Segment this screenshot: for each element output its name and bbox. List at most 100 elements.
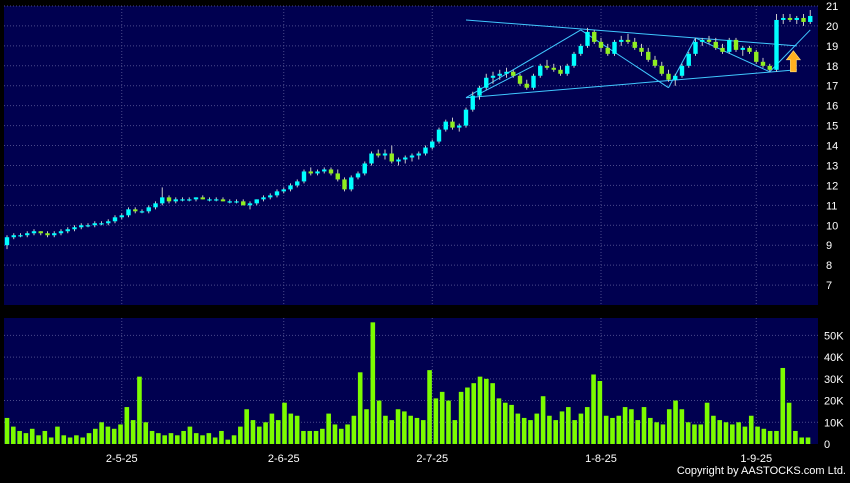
- candle-up: [457, 125, 462, 128]
- volume-bar: [484, 378, 489, 444]
- volume-bar: [717, 420, 723, 444]
- candle-down: [639, 47, 644, 52]
- volume-bar: [780, 367, 786, 444]
- volume-bar: [55, 426, 60, 444]
- price-tick-label: 14: [826, 141, 838, 153]
- volume-bar: [496, 398, 502, 444]
- candle-down: [335, 173, 340, 180]
- candle-up: [490, 75, 496, 78]
- volume-bar: [206, 433, 212, 444]
- price-tick-label: 9: [826, 240, 832, 252]
- volume-bar: [641, 407, 647, 444]
- volume-bar: [282, 402, 287, 444]
- volume-bar: [648, 417, 653, 444]
- volume-bar: [36, 435, 41, 444]
- volume-bar: [597, 381, 603, 444]
- candle-up: [153, 203, 158, 208]
- volume-bar: [584, 407, 590, 444]
- volume-bar: [11, 426, 16, 444]
- candle-up: [497, 73, 502, 76]
- candle-down: [646, 51, 651, 60]
- price-tick-label: 12: [826, 180, 838, 192]
- volume-bar: [723, 422, 729, 444]
- candle-up: [565, 65, 570, 74]
- volume-bar: [326, 413, 331, 444]
- volume-bar: [629, 409, 634, 444]
- candle-up: [99, 223, 104, 225]
- volume-bar: [61, 435, 67, 444]
- volume-bar: [250, 420, 256, 444]
- volume-bar: [225, 439, 231, 444]
- volume-bar: [219, 430, 224, 444]
- volume-bar: [471, 383, 477, 444]
- volume-bar: [452, 420, 458, 444]
- volume-bar: [673, 400, 678, 444]
- candle-up: [484, 77, 489, 88]
- volume-bar: [622, 407, 628, 444]
- volume-bar: [86, 433, 92, 444]
- volume-bar: [414, 417, 420, 444]
- volume-bar: [446, 400, 451, 444]
- candle-up: [139, 211, 145, 213]
- candle-up: [173, 199, 178, 202]
- candle-up: [281, 189, 286, 192]
- x-tick-label: 2-7-25: [416, 453, 448, 465]
- volume-bar: [92, 428, 98, 444]
- candle-up: [585, 31, 590, 46]
- x-tick-label: 2-6-25: [268, 453, 300, 465]
- candle-down: [38, 231, 43, 234]
- candle-up: [349, 177, 354, 190]
- volume-bar: [181, 430, 186, 444]
- volume-bar: [515, 413, 521, 444]
- volume-bar: [99, 422, 104, 444]
- candle-up: [396, 159, 401, 162]
- volume-bar: [256, 426, 262, 444]
- volume-bar: [244, 409, 249, 444]
- x-tick-label: 1-9-25: [740, 453, 772, 465]
- candle-down: [328, 169, 334, 174]
- volume-bar: [692, 424, 697, 444]
- candle-up: [85, 225, 91, 227]
- candle-up: [679, 65, 685, 76]
- volume-bar: [603, 415, 609, 444]
- volume-tick-label: 10K: [824, 417, 844, 429]
- volume-bar: [458, 391, 464, 444]
- candle-up: [612, 41, 617, 54]
- volume-bar: [711, 415, 716, 444]
- candle-up: [504, 71, 509, 74]
- volume-bar: [547, 415, 552, 444]
- candle-down: [787, 17, 793, 20]
- candle-up: [119, 215, 124, 218]
- volume-bar: [654, 422, 659, 444]
- volume-bars: [4, 322, 811, 444]
- price-tick-label: 19: [826, 41, 838, 53]
- candle-up: [301, 171, 307, 182]
- candle-up: [700, 39, 705, 42]
- volume-bar: [427, 370, 432, 444]
- candle-down: [592, 31, 597, 42]
- volume-bar: [105, 426, 111, 444]
- candle-down: [733, 39, 739, 50]
- candle-down: [706, 39, 712, 42]
- price-tick-label: 21: [826, 1, 838, 13]
- volume-bar: [748, 415, 754, 444]
- trend-line: [479, 65, 534, 95]
- candle-up: [531, 75, 536, 88]
- volume-bar: [238, 426, 243, 444]
- volume-bar: [395, 409, 401, 444]
- candle-up: [538, 65, 543, 76]
- candle-down: [45, 233, 50, 236]
- candle-up: [436, 129, 442, 142]
- volume-bar: [124, 407, 130, 444]
- candle-up: [254, 199, 259, 204]
- candle-up: [781, 17, 786, 20]
- candle-down: [342, 179, 347, 190]
- volume-bar: [370, 322, 376, 444]
- candle-up: [146, 207, 151, 212]
- volume-bar: [130, 420, 136, 444]
- volume-tick-label: 30K: [824, 374, 844, 386]
- volume-bar: [786, 402, 792, 444]
- volume-bar: [137, 376, 142, 444]
- volume-bar: [288, 413, 294, 444]
- candle-down: [659, 65, 664, 74]
